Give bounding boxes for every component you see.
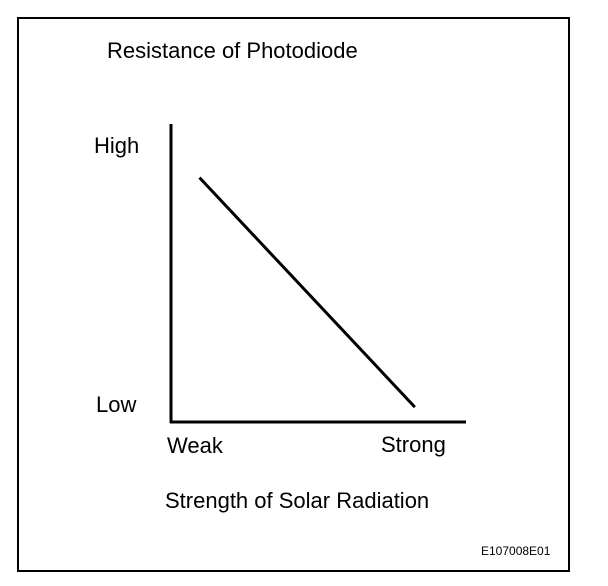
y-tick-high: High [94,133,140,158]
figure-border [17,17,570,572]
y-tick-low: Low [96,392,137,417]
series-line-resistance [198,176,416,409]
x-axis-label: Strength of Solar Radiation [165,488,430,513]
figure-code: E107008E01 [481,544,551,558]
x-tick-strong: Strong [381,432,446,457]
x-tick-weak: Weak [167,433,223,458]
chart-title: Resistance of Photodiode [107,38,358,63]
